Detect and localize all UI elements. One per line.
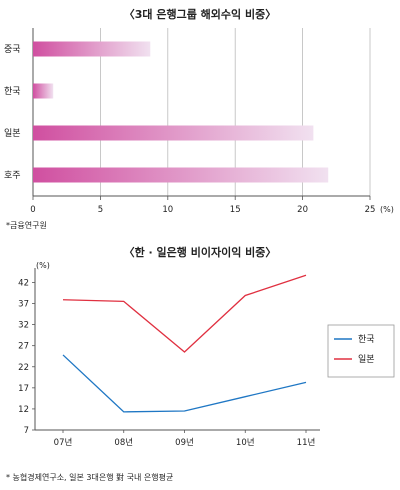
chart2-x-tick-label: 08년 bbox=[114, 437, 133, 448]
chart1-x-tick-label: 0 bbox=[30, 205, 35, 215]
chart2-legend-label: 한국 bbox=[358, 334, 375, 345]
chart2-y-tick-label: 42 bbox=[18, 278, 29, 288]
chart2-y-tick-label: 37 bbox=[18, 300, 29, 310]
chart2-y-tick-label: 17 bbox=[18, 384, 29, 394]
chart1-x-tick-label: 15 bbox=[230, 205, 241, 215]
chart2-y-tick-label: 32 bbox=[18, 321, 29, 331]
chart2-legend-box bbox=[327, 324, 395, 378]
chart2-x-tick-label: 09년 bbox=[175, 437, 194, 448]
chart1-bar bbox=[33, 167, 329, 183]
chart2-series-line bbox=[62, 274, 307, 353]
chart1-bar bbox=[33, 125, 314, 141]
chart1-x-tick-label: 20 bbox=[297, 205, 308, 215]
chart2-y-tick-label: 7 bbox=[24, 426, 29, 436]
chart1-x-tick-label: 5 bbox=[98, 205, 103, 215]
chart2-legend-label: 일본 bbox=[358, 354, 375, 365]
chart2-source: * 농협경제연구소, 일본 3대은행 對 국내 은행평균 bbox=[6, 472, 173, 482]
chart2-x-tick-label: 11년 bbox=[297, 437, 316, 448]
non-interest-income-line-chart: 〈한 · 일은행 비이자이익 비중〉 (%) 7 12 17 22 27 32 37 42 07… bbox=[6, 245, 395, 482]
chart1-bar bbox=[33, 41, 151, 57]
chart1-title: 〈3대 은행그룹 해외수익 비중〉 bbox=[124, 7, 276, 21]
chart2-y-tick-label: 22 bbox=[18, 363, 29, 373]
chart2-title: 〈한 · 일은행 비이자이익 비중〉 bbox=[124, 245, 277, 259]
chart2-y-tick-label: 27 bbox=[18, 342, 29, 352]
chart1-category-label: 중국 bbox=[4, 44, 21, 55]
chart1-category-label: 한국 bbox=[4, 86, 21, 97]
chart1-x-tick-label: 25 bbox=[365, 205, 376, 215]
chart2-series-line bbox=[62, 354, 307, 413]
chart2-x-tick-label: 07년 bbox=[54, 437, 73, 448]
chart1-x-tick-label: 10 bbox=[162, 205, 173, 215]
chart1-unit: (%) bbox=[380, 205, 394, 214]
chart2-y-unit: (%) bbox=[36, 261, 50, 270]
chart1-source: *금융연구원 bbox=[6, 221, 47, 230]
chart1-category-label: 호주 bbox=[4, 170, 21, 181]
chart2-y-tick-label: 12 bbox=[18, 405, 29, 415]
chart1-bar bbox=[33, 83, 54, 99]
chart2-x-tick-label: 10년 bbox=[236, 437, 255, 448]
chart1-category-label: 일본 bbox=[4, 128, 21, 139]
